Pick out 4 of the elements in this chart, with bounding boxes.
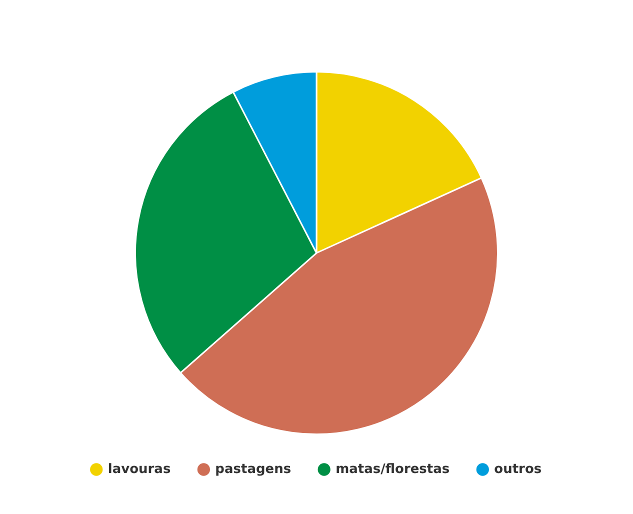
legend-label: outros xyxy=(494,462,542,477)
legend-label: pastagens xyxy=(215,462,292,477)
legend-label: lavouras xyxy=(108,462,171,477)
legend-label: matas/florestas xyxy=(336,462,450,477)
